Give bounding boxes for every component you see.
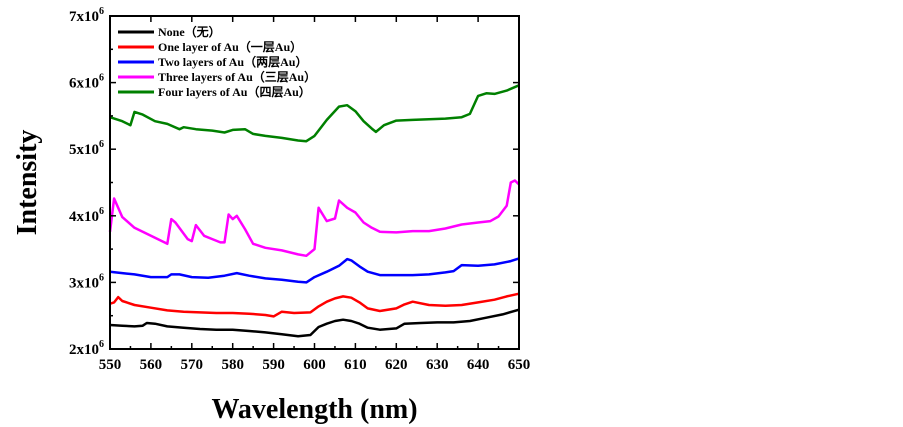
- x-tick-label: 570: [181, 357, 204, 373]
- y-tick-base: 6x10: [69, 76, 99, 92]
- y-tick-exponent: 6: [99, 139, 104, 150]
- x-tick-label: 620: [385, 357, 408, 373]
- y-tick-base: 2x10: [69, 342, 99, 358]
- legend-label: Four layers of Au（四层Au）: [158, 84, 311, 99]
- y-tick-exponent: 6: [99, 272, 104, 283]
- y-tick-label: 4x106: [69, 206, 104, 225]
- x-axis-title: Wavelength (nm): [211, 394, 417, 425]
- x-tick-label: 640: [467, 357, 490, 373]
- legend-label: Two layers of Au（两层Au）: [158, 54, 307, 69]
- x-tick-label: 560: [140, 357, 163, 373]
- x-axis-ticks: 550 560 570 580 590 600 610 620 630 640 650: [99, 16, 531, 373]
- series-line-5: [109, 84, 520, 143]
- x-tick-label: 650: [508, 357, 531, 373]
- series-line-2: [109, 292, 520, 318]
- x-tick-label: 630: [426, 357, 449, 373]
- series-line-4: [108, 179, 520, 258]
- y-tick-label: 5x106: [69, 139, 104, 158]
- y-tick-base: 4x10: [69, 209, 99, 225]
- legend-label: Three layers of Au（三层Au）: [158, 69, 316, 84]
- y-axis-title: Intensity: [12, 130, 43, 236]
- series-layer: [108, 84, 520, 338]
- x-tick-label: 590: [262, 357, 285, 373]
- series-line-1: [109, 308, 520, 338]
- x-tick-label: 550: [99, 357, 122, 373]
- y-tick-exponent: 6: [99, 339, 104, 350]
- x-tick-label: 600: [303, 357, 326, 373]
- y-tick-base: 5x10: [69, 142, 99, 158]
- series-line-3: [109, 257, 520, 284]
- y-tick-exponent: 6: [99, 6, 104, 17]
- legend-label: One layer of Au（一层Au）: [158, 39, 302, 54]
- y-tick-base: 3x10: [69, 275, 99, 291]
- y-tick-label: 3x106: [69, 272, 104, 291]
- y-tick-exponent: 6: [99, 206, 104, 217]
- legend: None（无）One layer of Au（一层Au）Two layers o…: [118, 24, 316, 99]
- x-tick-label: 610: [344, 357, 367, 373]
- y-tick-label: 7x106: [69, 6, 104, 25]
- y-tick-exponent: 6: [99, 73, 104, 84]
- y-tick-label: 6x106: [69, 73, 104, 92]
- y-tick-label: 2x106: [69, 339, 104, 358]
- legend-label: None（无）: [158, 24, 221, 39]
- y-tick-base: 7x10: [69, 9, 99, 25]
- x-tick-label: 580: [221, 357, 244, 373]
